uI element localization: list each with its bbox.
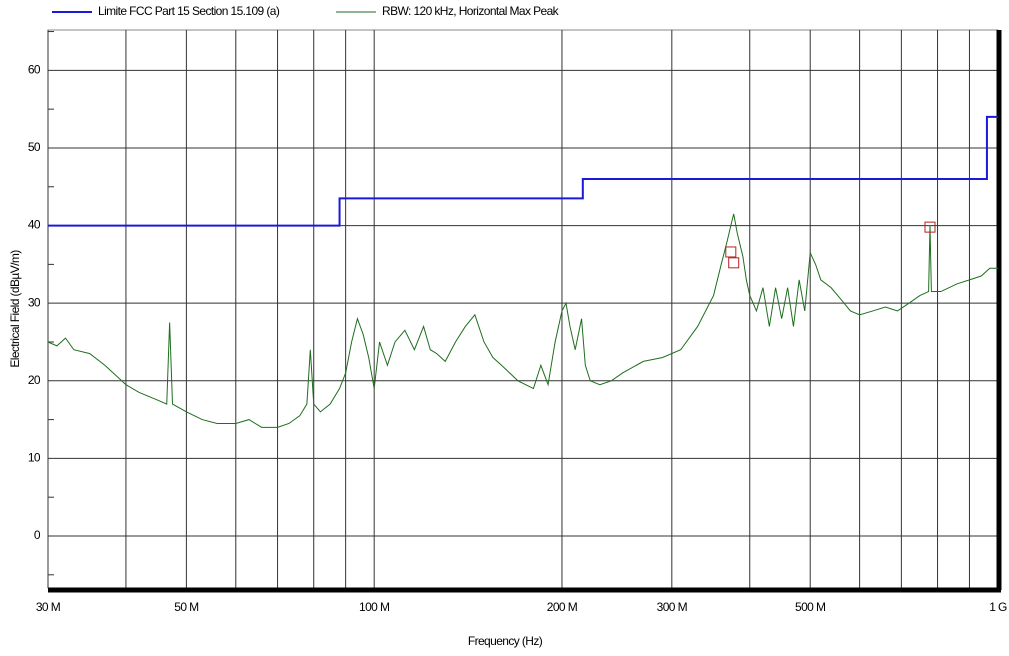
peak-marker bbox=[924, 221, 936, 233]
y-tick-label: 40 bbox=[28, 218, 41, 232]
legend-label: RBW: 120 kHz, Horizontal Max Peak bbox=[382, 4, 560, 18]
y-tick-label: 50 bbox=[28, 140, 41, 154]
plot-area bbox=[47, 29, 999, 589]
x-tick-label: 30 M bbox=[36, 600, 61, 614]
y-tick-label: 60 bbox=[28, 63, 41, 77]
x-tick-label: 50 M bbox=[174, 600, 199, 614]
series-line bbox=[48, 115, 998, 227]
x-tick-label: 200 M bbox=[547, 600, 578, 614]
y-axis-label: Electrical Field (dBµV/m) bbox=[8, 250, 22, 368]
x-tick-label: 300 M bbox=[657, 600, 688, 614]
y-tick-label: 10 bbox=[28, 451, 41, 465]
x-tick-label: 500 M bbox=[795, 600, 826, 614]
peak-marker bbox=[728, 257, 740, 269]
y-tick-label: 20 bbox=[28, 373, 41, 387]
y-tick-label: 30 bbox=[28, 295, 41, 309]
legend-label: Limite FCC Part 15 Section 15.109 (a) bbox=[98, 4, 280, 18]
y-tick-label: 0 bbox=[34, 528, 41, 542]
x-tick-label: 1 G bbox=[989, 600, 1007, 614]
series-line bbox=[47, 213, 998, 428]
peak-marker bbox=[725, 246, 737, 258]
x-axis-label: Frequency (Hz) bbox=[468, 634, 543, 648]
x-tick-label: 100 M bbox=[359, 600, 390, 614]
